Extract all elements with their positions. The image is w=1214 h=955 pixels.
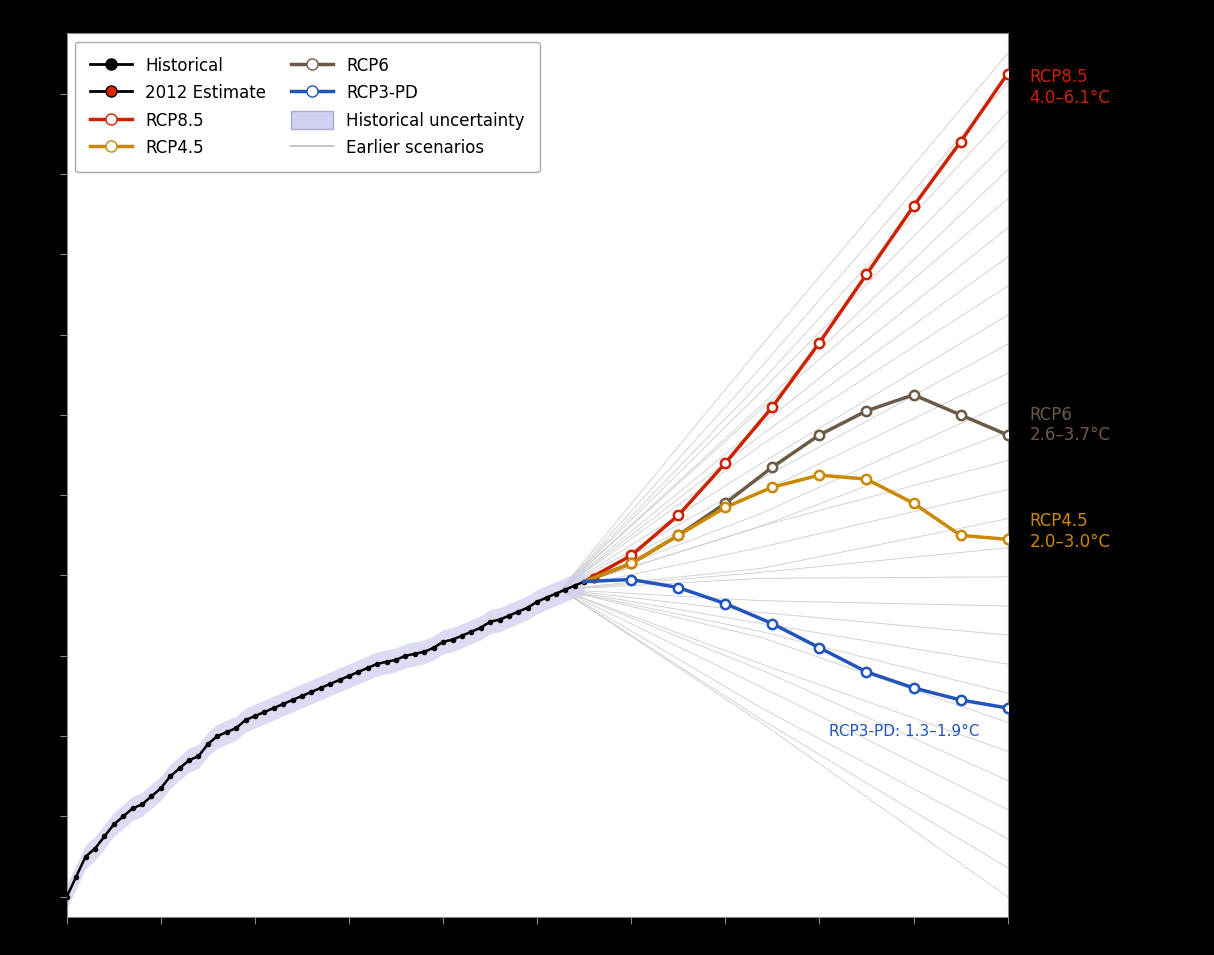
Point <box>998 66 1017 81</box>
Point <box>340 668 359 684</box>
Point <box>499 608 518 624</box>
Point <box>415 644 435 659</box>
Text: RCP4.5
2.0–3.0°C: RCP4.5 2.0–3.0°C <box>1029 512 1111 551</box>
Point <box>951 528 970 543</box>
Point <box>368 656 387 671</box>
Point <box>471 620 490 635</box>
Point <box>622 556 641 571</box>
Point <box>951 692 970 708</box>
Point <box>574 574 594 589</box>
Point <box>857 665 877 680</box>
Point <box>857 266 877 282</box>
Point <box>424 640 443 655</box>
Point <box>378 654 397 669</box>
Point <box>584 570 603 585</box>
Point <box>273 696 293 711</box>
Point <box>311 680 330 695</box>
Point <box>490 612 510 627</box>
Point <box>762 616 782 631</box>
Point <box>67 869 86 884</box>
Point <box>104 817 124 832</box>
Point <box>810 427 829 442</box>
Point <box>123 800 142 816</box>
Point <box>208 729 227 744</box>
Point <box>546 586 566 602</box>
Point <box>716 496 736 511</box>
Point <box>245 709 265 724</box>
Point <box>443 632 463 647</box>
Point <box>293 689 312 704</box>
Point <box>76 849 96 864</box>
Point <box>622 556 641 571</box>
Point <box>904 496 924 511</box>
Point <box>180 753 199 768</box>
Point <box>396 648 415 664</box>
Point <box>762 399 782 414</box>
Point <box>405 647 425 662</box>
Point <box>85 841 104 857</box>
Point <box>904 387 924 402</box>
Point <box>461 624 481 639</box>
Point <box>716 499 736 515</box>
Point <box>114 809 134 824</box>
Point <box>160 769 180 784</box>
Point <box>330 672 350 688</box>
Point <box>481 614 500 629</box>
Point <box>762 479 782 495</box>
Point <box>669 528 688 543</box>
Point <box>348 665 368 680</box>
Point <box>537 590 556 605</box>
Point <box>857 403 877 418</box>
Point <box>669 580 688 595</box>
Point <box>386 652 405 668</box>
Point <box>189 749 209 764</box>
Point <box>132 796 152 812</box>
Point <box>998 700 1017 715</box>
Point <box>669 528 688 543</box>
Point <box>998 427 1017 442</box>
Point <box>236 712 255 728</box>
Point <box>904 680 924 695</box>
Point <box>518 600 538 615</box>
Point <box>227 720 246 735</box>
Point <box>358 660 378 675</box>
Legend: Historical, 2012 Estimate, RCP8.5, RCP4.5, RCP6, RCP3-PD, Historical uncertainty: Historical, 2012 Estimate, RCP8.5, RCP4.… <box>75 42 539 172</box>
Point <box>509 604 528 619</box>
Point <box>142 789 161 804</box>
Point <box>857 472 877 487</box>
Point <box>433 634 453 649</box>
Point <box>810 335 829 350</box>
Point <box>302 685 322 700</box>
Text: RCP8.5
4.0–6.1°C: RCP8.5 4.0–6.1°C <box>1029 68 1111 107</box>
Point <box>265 700 284 715</box>
Point <box>622 572 641 587</box>
Point <box>904 199 924 214</box>
Point <box>951 407 970 422</box>
Point <box>810 467 829 482</box>
Point <box>255 705 274 720</box>
Point <box>95 829 114 844</box>
Point <box>810 640 829 655</box>
Point <box>669 508 688 523</box>
Point <box>998 532 1017 547</box>
Point <box>556 582 575 597</box>
Point <box>170 760 189 775</box>
Point <box>528 594 548 609</box>
Point <box>453 628 472 644</box>
Point <box>217 725 237 740</box>
Point <box>320 676 340 691</box>
Point <box>716 596 736 611</box>
Point <box>152 780 171 796</box>
Point <box>951 135 970 150</box>
Point <box>57 889 76 904</box>
Point <box>283 692 302 708</box>
Point <box>716 456 736 471</box>
Point <box>566 578 585 593</box>
Point <box>198 736 217 752</box>
Point <box>622 548 641 563</box>
Text: RCP6
2.6–3.7°C: RCP6 2.6–3.7°C <box>1029 406 1111 444</box>
Point <box>762 459 782 475</box>
Text: RCP3-PD: 1.3–1.9°C: RCP3-PD: 1.3–1.9°C <box>829 724 980 739</box>
